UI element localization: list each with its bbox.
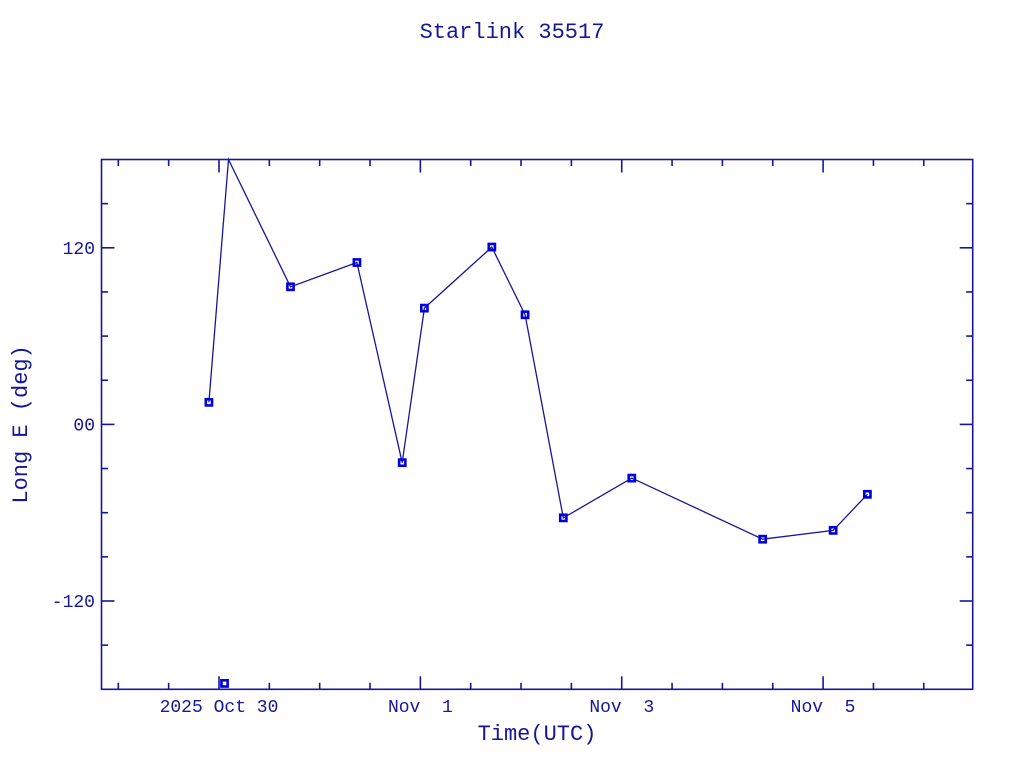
data-point-marker xyxy=(520,310,530,320)
plot-box xyxy=(100,158,974,691)
y-axis-title: Long E (deg) xyxy=(9,345,34,503)
y-tick-label: 120 xyxy=(63,240,95,260)
data-point-marker xyxy=(397,458,407,468)
data-point-marker xyxy=(487,242,497,252)
data-point-marker xyxy=(286,282,295,292)
chart-title: Starlink 35517 xyxy=(420,20,605,45)
data-point-marker xyxy=(862,489,872,499)
data-point-marker xyxy=(204,397,214,407)
x-tick-label: 2025 Oct 30 xyxy=(160,698,279,718)
data-point-marker xyxy=(352,258,362,267)
x-axis-title: Time(UTC) xyxy=(478,722,597,747)
data-point-marker xyxy=(828,525,838,535)
data-point-marker xyxy=(419,303,429,313)
plot-area: 2025 Oct 30 Nov 1 Nov 3 Nov 5 -120 00 120 xyxy=(52,157,974,718)
data-point-marker xyxy=(627,473,637,483)
x-tick-label: Nov 5 xyxy=(791,698,856,718)
x-tick-label: Nov 3 xyxy=(589,698,654,718)
data-point-marker xyxy=(558,513,568,523)
data-point-marker xyxy=(758,534,768,544)
x-tick-label: Nov 1 xyxy=(388,698,453,718)
data-series-line xyxy=(208,157,868,540)
data-point-marker xyxy=(220,679,229,688)
y-tick-label: -120 xyxy=(52,593,95,613)
y-tick-label: 00 xyxy=(73,416,95,436)
